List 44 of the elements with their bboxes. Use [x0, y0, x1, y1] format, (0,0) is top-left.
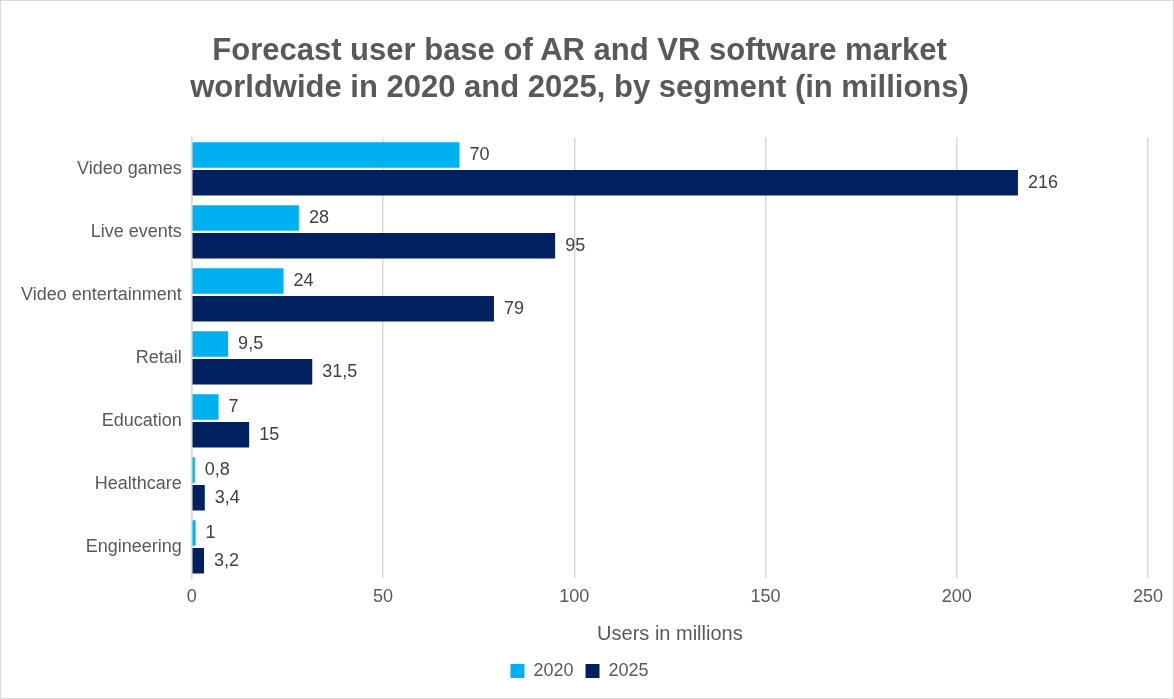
y-tick-label: Retail	[135, 346, 182, 367]
bar	[192, 233, 556, 259]
y-tick-label: Live events	[90, 220, 182, 241]
bar	[192, 142, 460, 168]
y-tick-label: Education	[101, 409, 182, 430]
y-tick-label: Video entertainment	[21, 283, 182, 304]
data-label: 3,2	[214, 549, 240, 570]
x-tick-label: 250	[1132, 586, 1164, 607]
bar	[192, 170, 1018, 196]
bar	[192, 296, 494, 322]
bar	[192, 422, 250, 448]
bar	[192, 485, 205, 511]
data-label: 9,5	[238, 333, 264, 354]
y-tick-label: Healthcare	[94, 472, 182, 493]
x-tick-label: 200	[941, 586, 972, 607]
x-tick-label: 0	[186, 586, 197, 607]
legend-label: 2025	[608, 659, 649, 680]
y-tick-label: Video games	[77, 157, 182, 178]
data-label: 7	[228, 396, 239, 417]
bar	[192, 205, 299, 231]
data-label: 95	[565, 234, 586, 255]
x-axis-title: Users in millions	[597, 621, 743, 644]
bar	[192, 359, 313, 385]
x-tick-label: 50	[373, 586, 394, 607]
bar	[192, 548, 205, 574]
chart-title: Forecast user base of AR and VR software market worldwide in 2020 and 2025, by segment (in millions)	[189, 32, 969, 105]
y-tick-label: Engineering	[85, 535, 182, 556]
bar	[192, 394, 219, 420]
bar	[192, 520, 196, 546]
data-label: 3,4	[214, 486, 240, 507]
data-label: 70	[469, 144, 490, 165]
data-label: 28	[308, 207, 329, 228]
bar	[192, 331, 229, 357]
data-label: 31,5	[322, 360, 358, 381]
data-label: 15	[259, 423, 280, 444]
data-label: 216	[1027, 171, 1058, 192]
x-tick-label: 100	[559, 586, 590, 607]
data-label: 24	[293, 270, 314, 291]
data-label: 79	[503, 297, 524, 318]
data-label: 0,8	[204, 459, 230, 480]
legend-label: 2020	[533, 659, 574, 680]
x-tick-label: 150	[750, 586, 781, 607]
bar	[192, 268, 284, 294]
data-label: 1	[205, 522, 216, 543]
